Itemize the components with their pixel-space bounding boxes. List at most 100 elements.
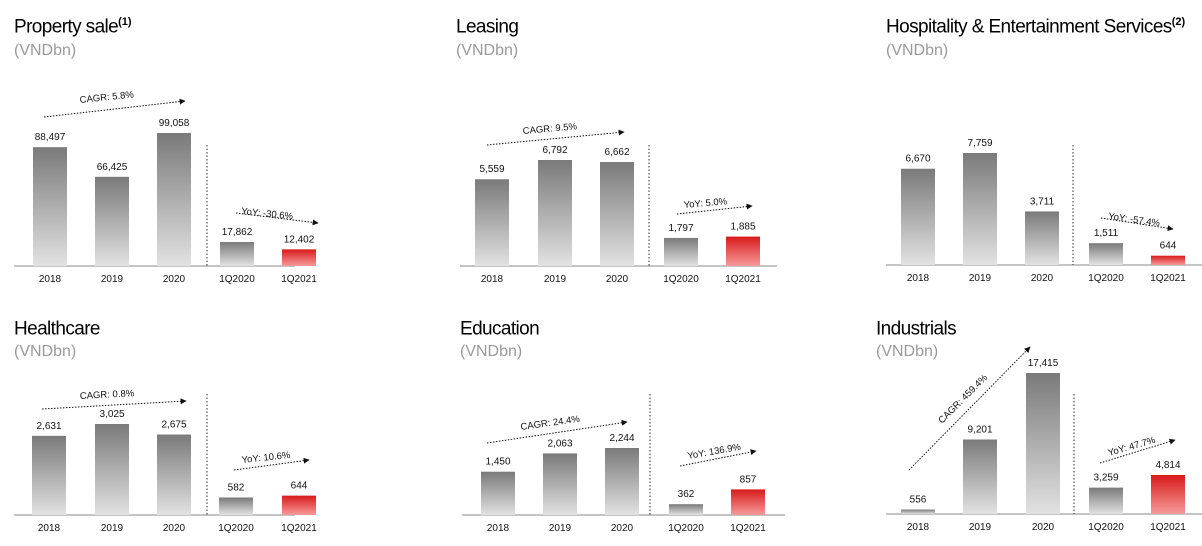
- category-label: 1Q2020: [663, 274, 699, 285]
- category-label: 1Q2020: [1088, 522, 1124, 533]
- category-label: 2020: [606, 274, 629, 285]
- panel-title: Property sale(1): [14, 16, 132, 38]
- cagr-label: CAGR: 9.5%: [522, 121, 578, 137]
- category-label: 2020: [611, 523, 634, 534]
- category-label: 1Q2020: [219, 274, 255, 285]
- bar-2020: [605, 448, 639, 515]
- bar-2020: [1025, 211, 1059, 265]
- value-label: 2,675: [161, 420, 186, 431]
- value-label: 1,885: [730, 222, 755, 233]
- category-label: 2019: [969, 522, 992, 533]
- panel-title-footnote: (2): [1171, 16, 1186, 28]
- value-label: 66,425: [97, 162, 128, 173]
- cagr-arrow: [43, 98, 186, 118]
- cagr-label: CAGR: 459.4%: [936, 372, 990, 426]
- cagr-label: CAGR: 0.8%: [80, 388, 135, 402]
- bar-2019: [538, 160, 572, 266]
- bar-2020: [600, 162, 634, 266]
- bar-1q2020: [669, 504, 703, 515]
- value-label: 3,259: [1093, 473, 1118, 484]
- panel-unit: (VNDbn): [460, 343, 523, 360]
- bar-2018: [901, 168, 935, 265]
- value-label: 88,497: [35, 132, 66, 143]
- cagr-label: CAGR: 24.4%: [520, 414, 581, 433]
- cagr-arrow: [486, 129, 625, 146]
- yoy-arrow: [679, 449, 757, 467]
- bar-1q2021: [731, 489, 765, 515]
- value-label: 1,450: [485, 457, 510, 468]
- bar-1q2020: [220, 242, 254, 266]
- category-label: 2018: [481, 274, 504, 285]
- category-label: 2019: [549, 523, 572, 534]
- value-label: 2,244: [609, 433, 634, 444]
- bar-2018: [901, 509, 935, 514]
- bar-1q2020: [1089, 243, 1123, 265]
- value-label: 6,670: [905, 154, 930, 165]
- panel-unit: (VNDbn): [14, 42, 77, 59]
- yoy-arrow: [1099, 438, 1176, 464]
- bar-1q2021: [282, 249, 316, 266]
- value-label: 17,862: [222, 227, 253, 238]
- bar-1q2020: [664, 237, 698, 266]
- yoy-label: YoY: 10.6%: [241, 450, 291, 466]
- value-label: 4,814: [1155, 460, 1180, 471]
- value-label: 556: [910, 494, 927, 505]
- value-label: 582: [228, 482, 245, 493]
- category-label: 2018: [487, 523, 510, 534]
- panel-title-text: Industrials: [876, 318, 957, 340]
- bar-2019: [95, 176, 129, 266]
- category-label: 2018: [38, 523, 61, 534]
- category-label: 2018: [907, 273, 930, 284]
- category-label: 2019: [544, 274, 567, 285]
- category-label: 1Q2021: [1150, 273, 1186, 284]
- bar-1q2021: [1151, 475, 1185, 514]
- value-label: 362: [678, 489, 695, 500]
- panel-title: Leasing: [456, 16, 519, 38]
- category-label: 2018: [907, 522, 930, 533]
- cagr-label: CAGR: 5.8%: [79, 89, 135, 106]
- value-label: 857: [740, 474, 757, 485]
- cagr-arrow: [41, 398, 187, 410]
- category-label: 2019: [101, 523, 124, 534]
- value-label: 2,063: [547, 438, 572, 449]
- bar-1q2021: [1151, 255, 1185, 265]
- yoy-arrow: [235, 212, 319, 226]
- yoy-label: YoY: -57.4%: [1108, 211, 1162, 229]
- panel-title: Healthcare: [14, 318, 100, 340]
- bar-2018: [32, 435, 66, 515]
- value-label: 3,025: [99, 409, 124, 420]
- value-label: 17,415: [1028, 358, 1059, 369]
- bar-2018: [475, 179, 509, 266]
- bar-1q2021: [726, 236, 760, 266]
- panel-title-text: Healthcare: [14, 318, 100, 340]
- yoy-label: YoY: 5.0%: [683, 196, 728, 211]
- panel-title-text: Leasing: [456, 16, 519, 38]
- panel-unit: (VNDbn): [876, 343, 939, 360]
- yoy-label: YoY: 47.7%: [1107, 435, 1157, 459]
- category-label: 2018: [39, 274, 62, 285]
- bar-2019: [95, 424, 129, 515]
- bar-2020: [157, 133, 191, 266]
- category-label: 1Q2021: [281, 523, 317, 534]
- category-label: 1Q2021: [1150, 522, 1186, 533]
- bar-2020: [157, 434, 191, 515]
- yoy-arrow: [676, 203, 753, 215]
- cagr-arrow: [486, 419, 628, 444]
- category-label: 2020: [1032, 522, 1055, 533]
- value-label: 99,058: [159, 118, 190, 129]
- cagr-arrow: [908, 346, 1031, 471]
- category-label: 1Q2021: [281, 274, 317, 285]
- yoy-arrow: [233, 457, 310, 471]
- category-label: 2020: [163, 523, 186, 534]
- bar-2019: [543, 453, 577, 515]
- yoy-arrow: [1100, 217, 1174, 232]
- bar-2019: [963, 439, 997, 514]
- category-label: 2020: [163, 274, 186, 285]
- category-label: 1Q2021: [725, 274, 761, 285]
- panel-unit: (VNDbn): [456, 42, 519, 59]
